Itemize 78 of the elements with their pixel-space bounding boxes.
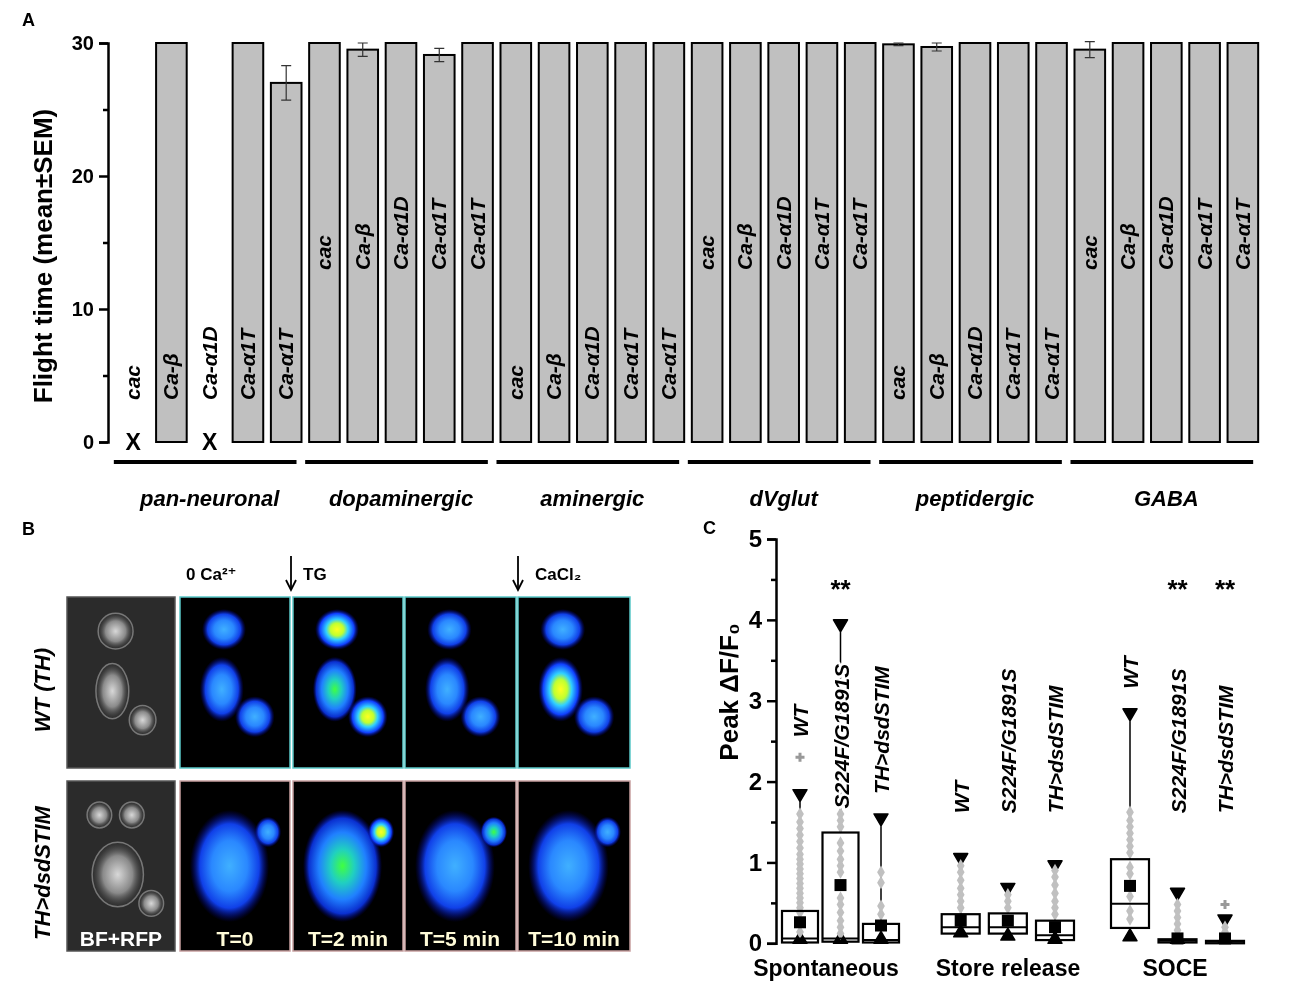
y-tick-label: 3	[748, 686, 762, 714]
text: dopaminergic	[328, 486, 474, 511]
x-tick-label: Ca-α1T	[1001, 326, 1025, 400]
text: pan-neuronal	[138, 486, 281, 511]
y-axis-title: Flight time (mean±SEM)	[28, 108, 58, 404]
text: T=2 min	[308, 927, 388, 950]
data-label: X	[125, 429, 142, 456]
y-tick-label: 0	[82, 430, 94, 453]
chart-title: C	[703, 518, 716, 538]
x-tick-label: Ca-β	[1116, 223, 1140, 270]
chart-title: A	[22, 10, 35, 30]
text: TG	[303, 565, 327, 584]
y-tick-label: 20	[71, 164, 94, 187]
x-tick-label: Ca-β	[159, 353, 183, 400]
x-axis-title: Spontaneous	[753, 955, 899, 981]
text: CaCl₂	[535, 565, 582, 584]
x-tick-label: Ca-α1T	[465, 196, 489, 270]
x-tick-label: Ca-α1T	[656, 326, 680, 400]
text: 0 Ca²⁺	[186, 565, 237, 584]
x-tick-label: WT	[1119, 653, 1142, 689]
text: BF+RFP	[79, 927, 163, 950]
y-tick-label: 30	[71, 31, 94, 54]
x-tick-label: S224F/G1891S	[1166, 668, 1190, 814]
y-tick-label: 10	[71, 297, 94, 320]
x-tick-label: Ca-β	[542, 353, 566, 400]
x-tick-label: Ca-α1D	[389, 196, 412, 270]
x-tick-label: Ca-α1T	[809, 196, 833, 270]
data-label: X	[201, 429, 218, 456]
x-tick-label: Ca-α1T	[235, 326, 259, 400]
annotation: **	[1214, 574, 1236, 604]
x-tick-label: Ca-α1D	[771, 196, 795, 270]
x-tick-label: Ca-α1D	[1154, 196, 1178, 270]
y-tick-label: 0	[748, 929, 762, 957]
text: GABA	[1133, 486, 1199, 511]
x-tick-label: TH>dsdSTIM	[1044, 685, 1067, 814]
x-tick-label: S224F/G1891S	[996, 668, 1020, 814]
y-tick-label: 2	[748, 767, 762, 795]
y-tick-label: 4	[748, 606, 763, 634]
x-tick-label: Ca-α1T	[427, 196, 451, 270]
x-axis-title: Store release	[935, 955, 1081, 981]
text: dVglut	[749, 486, 820, 511]
annotation: **	[830, 574, 852, 604]
y-axis-title: Peak ΔF/F₀	[714, 623, 744, 761]
x-tick-label: Ca-α1T	[274, 326, 298, 400]
x-tick-label: S224F/G1891S	[829, 663, 853, 809]
x-tick-label: Ca-α1T	[1230, 196, 1254, 270]
x-tick-label: Ca-α1D	[197, 326, 221, 400]
x-tick-label: TH>dsdSTIM	[1214, 685, 1237, 814]
x-tick-label: WT	[789, 702, 812, 738]
text: TH>dsdSTIM	[30, 805, 55, 940]
x-tick-label: Ca-α1D	[963, 326, 986, 400]
x-tick-label: cac	[312, 234, 336, 270]
text: T=0	[216, 927, 254, 950]
text: WT (TH)	[30, 647, 55, 733]
x-tick-label: Ca-α1D	[580, 326, 604, 400]
x-tick-label: Ca-α1T	[1192, 196, 1216, 270]
x-tick-label: Ca-α1T	[618, 326, 642, 400]
y-tick-label: 1	[748, 848, 762, 876]
x-tick-label: cac	[886, 364, 910, 400]
x-tick-label: Ca-α1T	[848, 196, 872, 270]
text: aminergic	[540, 486, 645, 511]
x-tick-label: cac	[121, 364, 145, 400]
x-tick-label: cac	[695, 234, 719, 270]
text: peptidergic	[914, 486, 1035, 511]
x-tick-label: Ca-β	[733, 223, 757, 270]
annotation: **	[1167, 574, 1189, 604]
text: B	[22, 519, 35, 539]
x-tick-label: Ca-β	[350, 223, 374, 270]
x-tick-label: cac	[1077, 234, 1101, 270]
x-tick-label: WT	[949, 778, 973, 814]
text: T=5 min	[420, 927, 500, 950]
x-tick-label: TH>dsdSTIM	[870, 665, 893, 794]
text: T=10 min	[528, 927, 620, 950]
x-tick-label: cac	[503, 364, 527, 400]
x-tick-label: Ca-α1T	[1039, 326, 1063, 400]
x-tick-label: Ca-β	[924, 353, 948, 400]
y-tick-label: 5	[748, 525, 762, 553]
x-axis-title: SOCE	[1142, 955, 1208, 981]
